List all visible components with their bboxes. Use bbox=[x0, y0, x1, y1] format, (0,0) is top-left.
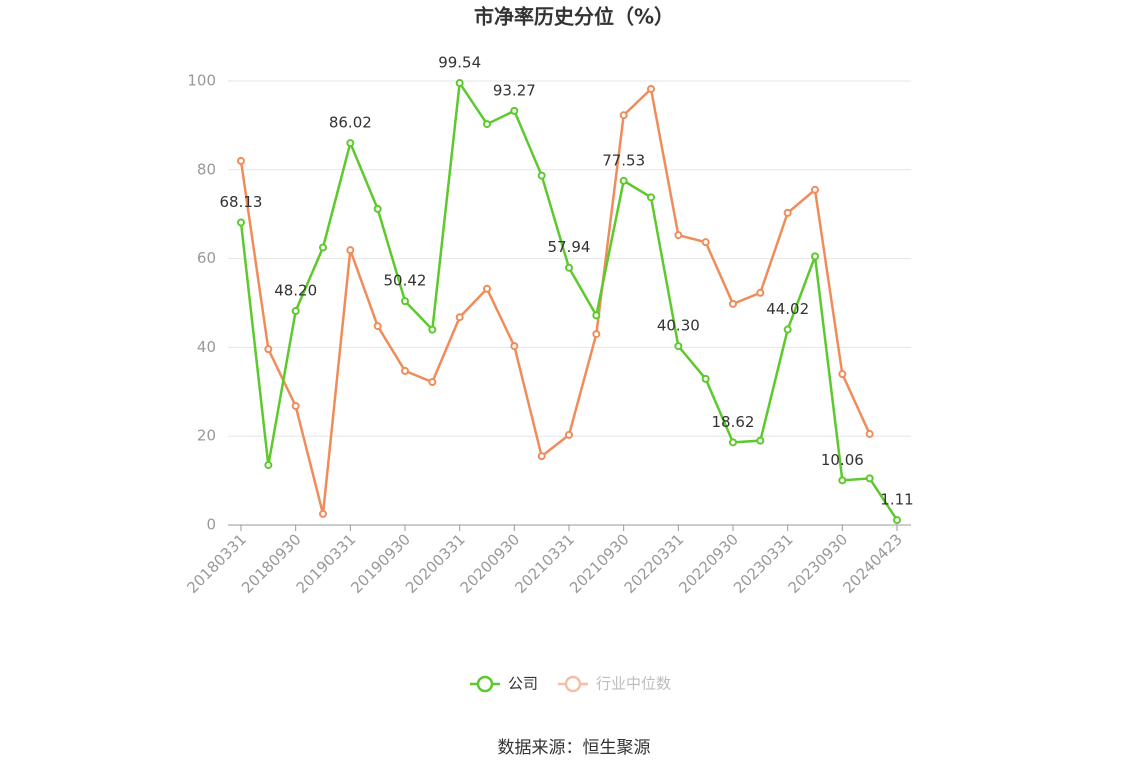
legend-item[interactable]: 公司 bbox=[470, 675, 538, 693]
point bbox=[237, 218, 245, 227]
y-tick-label: 0 bbox=[206, 516, 216, 534]
y-tick-label: 20 bbox=[197, 427, 216, 445]
value-label: 99.54 bbox=[438, 54, 481, 72]
legend-item[interactable]: 行业中位数 bbox=[558, 675, 671, 693]
point bbox=[537, 171, 546, 180]
value-label: 93.27 bbox=[493, 81, 536, 99]
y-tick-label: 100 bbox=[187, 72, 216, 90]
point bbox=[865, 474, 874, 483]
point bbox=[811, 252, 819, 261]
value-label: 48.20 bbox=[274, 281, 317, 299]
point bbox=[483, 284, 491, 293]
value-label: 57.94 bbox=[548, 238, 591, 256]
point bbox=[483, 120, 491, 129]
point bbox=[647, 193, 655, 202]
point bbox=[756, 288, 765, 297]
point bbox=[319, 509, 327, 518]
point bbox=[510, 106, 519, 115]
point bbox=[319, 243, 327, 252]
point bbox=[647, 84, 655, 93]
point bbox=[346, 246, 355, 255]
value-label: 77.53 bbox=[602, 151, 645, 169]
point bbox=[701, 238, 710, 247]
point bbox=[838, 370, 847, 379]
point bbox=[729, 299, 737, 308]
value-label: 50.42 bbox=[384, 272, 427, 290]
point bbox=[455, 313, 464, 322]
point bbox=[264, 461, 273, 470]
point bbox=[893, 516, 901, 525]
value-label: 68.13 bbox=[220, 193, 263, 211]
point bbox=[783, 208, 792, 217]
point bbox=[455, 79, 464, 88]
value-label: 44.02 bbox=[766, 300, 809, 318]
point bbox=[401, 297, 409, 306]
point bbox=[729, 438, 737, 447]
legend-marker bbox=[476, 675, 494, 693]
series-line bbox=[239, 86, 871, 515]
point bbox=[565, 263, 573, 272]
point bbox=[865, 429, 874, 438]
value-label: 10.06 bbox=[821, 451, 864, 469]
point bbox=[783, 325, 792, 334]
point bbox=[811, 185, 819, 194]
point bbox=[237, 156, 245, 165]
point bbox=[756, 436, 765, 445]
point bbox=[264, 345, 273, 354]
legend-label: 公司 bbox=[508, 675, 538, 693]
point bbox=[619, 111, 628, 120]
point bbox=[838, 476, 847, 485]
value-label: 1.11 bbox=[880, 491, 913, 509]
point bbox=[428, 325, 437, 334]
point bbox=[537, 452, 546, 461]
value-label: 40.30 bbox=[657, 317, 700, 335]
point bbox=[510, 342, 519, 351]
point bbox=[373, 204, 382, 213]
point bbox=[291, 306, 300, 315]
legend-marker bbox=[564, 675, 582, 693]
y-tick-label: 80 bbox=[197, 160, 216, 178]
value-label: 18.62 bbox=[712, 413, 755, 431]
legend-label: 行业中位数 bbox=[596, 675, 671, 693]
point bbox=[401, 366, 409, 375]
point bbox=[428, 378, 437, 387]
point bbox=[701, 374, 710, 383]
point bbox=[373, 322, 382, 331]
source: 数据来源：恒生聚源 bbox=[498, 738, 651, 758]
point bbox=[674, 342, 683, 351]
point bbox=[674, 231, 683, 240]
y-tick-label: 60 bbox=[197, 249, 216, 267]
point bbox=[592, 330, 601, 339]
x-tick-label: 20240423 bbox=[839, 530, 906, 597]
value-label: 86.02 bbox=[329, 114, 372, 132]
point bbox=[592, 311, 601, 320]
chart-title: 市净率历史分位（%） bbox=[474, 5, 674, 29]
point bbox=[346, 139, 355, 148]
point bbox=[291, 402, 300, 411]
point bbox=[619, 176, 628, 185]
point bbox=[565, 430, 573, 439]
y-tick-label: 40 bbox=[197, 338, 216, 356]
